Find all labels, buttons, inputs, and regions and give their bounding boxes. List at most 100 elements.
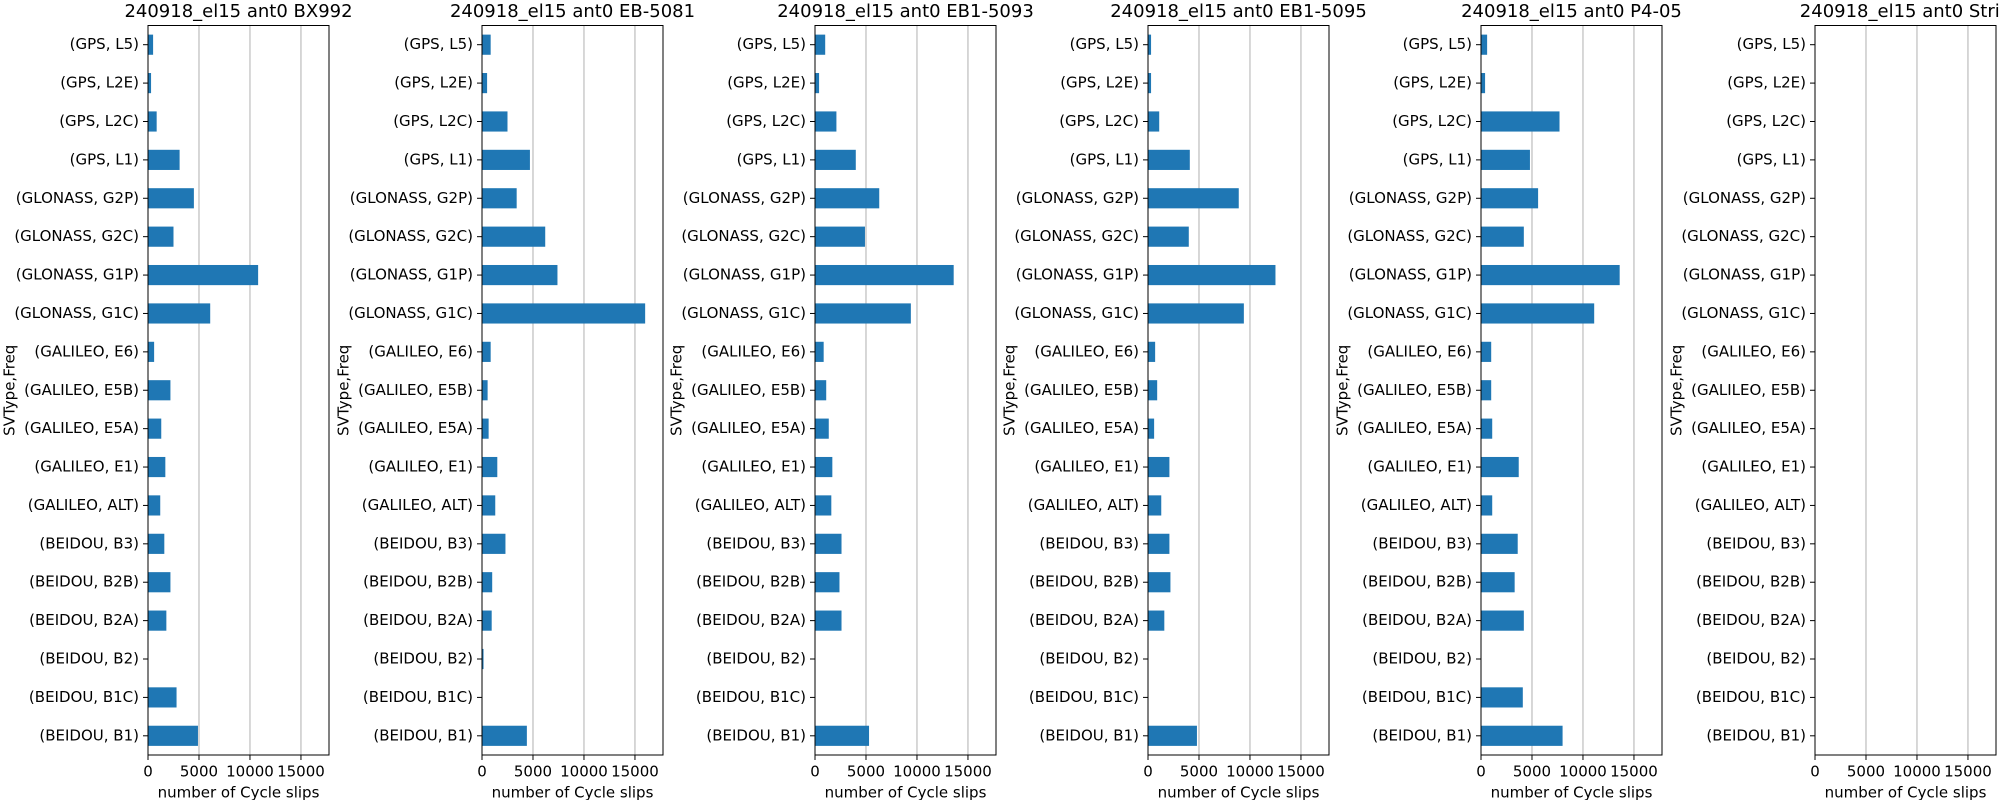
y-axis-label: SVType,Freq [1001, 345, 1019, 436]
bar [1481, 380, 1492, 401]
y-tick-label: (BEIDOU, B1) [373, 726, 473, 744]
bar [1481, 303, 1595, 324]
bar [482, 264, 558, 286]
y-tick-label: (GLONASS, G1P) [1349, 266, 1472, 284]
y-tick-label: (GPS, L5) [404, 35, 473, 53]
x-tick-label: 0 [477, 763, 487, 781]
y-tick-label: (GPS, L2E) [1393, 74, 1472, 92]
bar [482, 418, 489, 439]
bar [1481, 188, 1539, 209]
y-tick-label: (BEIDOU, B1C) [696, 688, 806, 706]
x-tick-label: 15000 [1944, 763, 1992, 781]
x-axis-label: number of Cycle slips [825, 784, 987, 800]
y-tick-label: (GALILEO, E5B) [24, 381, 139, 399]
y-tick-label: (BEIDOU, B2) [706, 650, 806, 668]
bar [148, 495, 161, 516]
bar [482, 341, 491, 362]
x-tick-label: 0 [1143, 763, 1153, 781]
bar [815, 495, 832, 516]
bar [815, 533, 842, 554]
bar [1148, 34, 1152, 55]
y-tick-label: (GALILEO, ALT) [28, 496, 139, 514]
y-tick-label: (BEIDOU, B2B) [29, 573, 139, 591]
bar [1148, 149, 1190, 170]
bar [815, 264, 954, 286]
y-tick-label: (GPS, L1) [1737, 150, 1806, 168]
y-tick-label: (BEIDOU, B2) [39, 650, 139, 668]
y-tick-label: (GALILEO, E6) [1034, 342, 1139, 360]
bar [148, 303, 211, 324]
bar [1481, 418, 1493, 439]
y-tick-label: (GLONASS, G1C) [1347, 304, 1472, 322]
bar [148, 149, 180, 170]
bar [482, 34, 491, 55]
bar [148, 34, 154, 55]
y-tick-label: (GALILEO, ALT) [1361, 496, 1472, 514]
x-tick-label: 10000 [1226, 763, 1274, 781]
y-tick-label: (BEIDOU, B2A) [1362, 611, 1472, 629]
x-tick-label: 10000 [893, 763, 941, 781]
bar [1481, 725, 1563, 746]
y-tick-label: (GALILEO, E5B) [1357, 381, 1472, 399]
bar [482, 380, 488, 401]
y-tick-label: (GLONASS, G2P) [683, 189, 806, 207]
y-tick-label: (GPS, L2C) [1059, 112, 1139, 130]
y-tick-label: (BEIDOU, B2B) [1029, 573, 1139, 591]
y-tick-label: (GALILEO, E5B) [1691, 381, 1806, 399]
y-axis-label: SVType,Freq [1668, 345, 1686, 436]
x-axis-label: number of Cycle slips [1491, 784, 1653, 800]
y-tick-label: (GPS, L1) [70, 150, 139, 168]
y-axis-label: SVType,Freq [1, 345, 19, 436]
axes-frame [481, 25, 664, 756]
y-axis-label: SVType,Freq [668, 345, 686, 436]
x-tick-label: 10000 [226, 763, 274, 781]
x-tick-label: 15000 [611, 763, 659, 781]
bar [1148, 725, 1197, 746]
y-tick-label: (GLONASS, G2C) [1681, 227, 1806, 245]
bar [148, 380, 171, 401]
y-tick-label: (BEIDOU, B1) [1372, 726, 1472, 744]
bar [1148, 264, 1276, 286]
y-tick-label: (GLONASS, G2P) [1016, 189, 1139, 207]
bar [1481, 610, 1524, 631]
bar [1148, 456, 1170, 478]
y-tick-label: (GLONASS, G1P) [683, 266, 806, 284]
y-tick-label: (BEIDOU, B1) [39, 726, 139, 744]
bar [815, 456, 833, 478]
y-tick-label: (BEIDOU, B1) [1039, 726, 1139, 744]
y-tick-label: (GLONASS, G2P) [350, 189, 473, 207]
bar [148, 572, 171, 593]
y-tick-label: (BEIDOU, B3) [706, 534, 806, 552]
y-tick-label: (GALILEO, E1) [368, 458, 473, 476]
y-tick-label: (GALILEO, E5B) [691, 381, 806, 399]
bar [1148, 226, 1189, 247]
y-tick-label: (GALILEO, E5A) [1691, 419, 1806, 437]
bar [1481, 495, 1493, 516]
y-tick-label: (GLONASS, G2P) [1683, 189, 1806, 207]
x-tick-label: 15000 [1277, 763, 1325, 781]
bar [1481, 111, 1560, 132]
x-tick-label: 5000 [1513, 763, 1551, 781]
bar [815, 610, 842, 631]
y-tick-label: (GALILEO, ALT) [1028, 496, 1139, 514]
x-tick-label: 10000 [1893, 763, 1941, 781]
y-tick-label: (GLONASS, G1P) [350, 266, 473, 284]
bar [815, 725, 870, 746]
bar [482, 456, 498, 478]
axes-frame [1814, 25, 1997, 756]
y-tick-label: (GALILEO, E5B) [358, 381, 473, 399]
chart-title: 240918_el15 ant0 EB-5081 [450, 1, 695, 22]
x-tick-label: 0 [1810, 763, 1820, 781]
y-tick-label: (GALILEO, E6) [1367, 342, 1472, 360]
y-tick-label: (GALILEO, E1) [1367, 458, 1472, 476]
y-tick-label: (BEIDOU, B2B) [1696, 573, 1806, 591]
bar [815, 188, 880, 209]
y-tick-label: (GALILEO, E6) [1701, 342, 1806, 360]
y-tick-label: (BEIDOU, B2A) [29, 611, 139, 629]
y-tick-label: (GLONASS, G1P) [1016, 266, 1139, 284]
y-tick-label: (BEIDOU, B2) [1372, 650, 1472, 668]
bar [482, 111, 508, 132]
bar [1481, 456, 1519, 478]
bar [1481, 533, 1518, 554]
y-tick-label: (GALILEO, E5A) [1024, 419, 1139, 437]
